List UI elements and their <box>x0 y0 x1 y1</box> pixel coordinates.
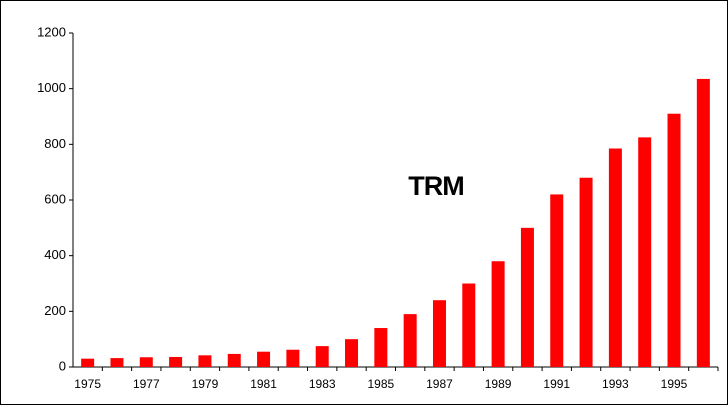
bar <box>696 78 710 368</box>
x-tick-label: 1987 <box>426 377 453 391</box>
x-tick-label: 1977 <box>133 377 160 391</box>
y-tick-label: 0 <box>59 358 66 373</box>
bar <box>491 261 505 367</box>
bar <box>374 328 388 367</box>
bar <box>403 314 417 367</box>
bar <box>550 194 564 367</box>
x-tick-label: 1993 <box>602 377 629 391</box>
bar <box>608 148 622 367</box>
x-tick-label: 1981 <box>250 377 277 391</box>
bar <box>169 356 183 367</box>
annotation: TRM <box>408 171 463 201</box>
bar <box>579 177 593 367</box>
bar <box>227 353 241 367</box>
x-tick-label: 1991 <box>543 377 570 391</box>
x-tick-label: 1979 <box>192 377 219 391</box>
y-tick-label: 1200 <box>37 24 66 39</box>
bar <box>81 358 95 367</box>
x-tick-label: 1995 <box>661 377 688 391</box>
bar <box>315 346 329 367</box>
bar <box>257 351 271 367</box>
y-tick-label: 400 <box>44 247 66 262</box>
y-tick-label: 200 <box>44 303 66 318</box>
bar <box>462 283 476 367</box>
bar <box>345 339 359 367</box>
x-tick-label: 1989 <box>485 377 512 391</box>
bar <box>286 349 300 367</box>
y-tick-label: 600 <box>44 191 66 206</box>
bar <box>139 357 153 367</box>
x-tick-label: 1983 <box>309 377 336 391</box>
bar <box>432 300 446 367</box>
bar <box>198 355 212 367</box>
x-tick-label: 1985 <box>367 377 394 391</box>
bar <box>520 227 534 367</box>
x-tick-label: 1975 <box>74 377 101 391</box>
y-tick-label: 1000 <box>37 80 66 95</box>
bar <box>638 137 652 367</box>
bar <box>110 358 124 367</box>
y-tick-label: 800 <box>44 136 66 151</box>
bar <box>667 113 681 367</box>
